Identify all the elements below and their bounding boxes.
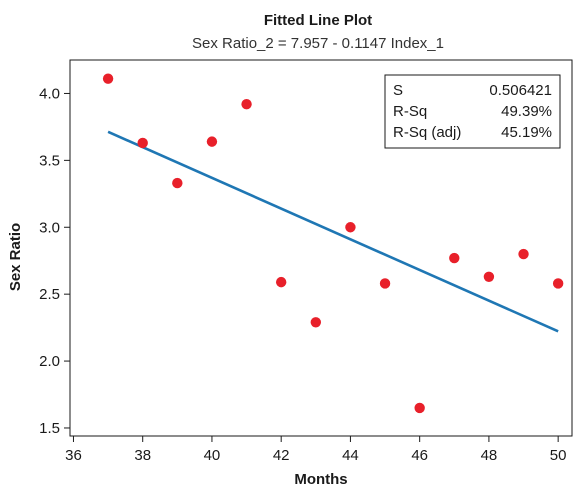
- y-tick-label: 3.5: [39, 152, 60, 169]
- stat-label: R-Sq (adj): [393, 124, 461, 141]
- y-tick-label: 3.0: [39, 219, 60, 236]
- data-point: [379, 278, 391, 289]
- x-axis-ticks: 36 38 40 42 44 46 48 50: [65, 436, 566, 464]
- data-point: [414, 402, 425, 414]
- stat-label: R-Sq: [393, 103, 427, 120]
- statistics-box: S 0.506421 R-Sq 49.39% R-Sq (adj) 45.19%: [384, 74, 561, 149]
- x-tick-label: 38: [134, 447, 151, 464]
- x-tick-label: 44: [342, 447, 359, 464]
- data-point: [345, 222, 356, 233]
- chart-subtitle: Sex Ratio_2 = 7.957 - 0.1147 Index_1: [192, 35, 444, 52]
- x-tick-label: 40: [204, 447, 221, 464]
- x-tick-label: 46: [411, 447, 428, 464]
- x-tick-label: 42: [273, 447, 290, 464]
- y-tick-label: 1.5: [39, 420, 60, 437]
- data-point: [483, 271, 495, 282]
- data-point: [275, 276, 287, 288]
- statistics-box-frame: [384, 74, 561, 149]
- stat-label: S: [393, 82, 403, 99]
- data-point: [102, 73, 114, 84]
- data-point: [206, 136, 218, 147]
- x-axis-title: Months: [294, 471, 347, 488]
- y-tick-label: 2.0: [39, 353, 60, 370]
- y-axis-ticks: 1.5 2.0 2.5 3.0 3.5 4.0: [39, 85, 70, 437]
- fitted-regression-line: [107, 130, 559, 333]
- plot-area: 36 38 40 42 44 46 48 50 1.5 2.0 2.5 3.0 3.5 4.0: [39, 59, 573, 464]
- data-point: [137, 137, 148, 149]
- x-tick-label: 48: [481, 447, 498, 464]
- data-point: [241, 98, 252, 110]
- data-points: [102, 73, 564, 414]
- data-point: [518, 248, 529, 260]
- y-axis-title: Sex Ratio: [7, 223, 24, 291]
- stat-value: 45.19%: [501, 124, 552, 141]
- x-tick-label: 50: [550, 447, 567, 464]
- y-tick-label: 2.5: [39, 286, 60, 303]
- stat-value: 0.506421: [489, 82, 552, 99]
- statistics-rows: S 0.506421 R-Sq 49.39% R-Sq (adj) 45.19%: [393, 82, 552, 141]
- data-point: [310, 317, 322, 328]
- data-point: [552, 278, 564, 289]
- plot-frame: [69, 59, 573, 437]
- data-point: [449, 252, 460, 264]
- x-tick-label: 36: [65, 447, 82, 464]
- stat-value: 49.39%: [501, 103, 552, 120]
- chart-title: Fitted Line Plot: [264, 12, 372, 29]
- y-tick-label: 4.0: [39, 85, 60, 102]
- data-point: [172, 177, 183, 189]
